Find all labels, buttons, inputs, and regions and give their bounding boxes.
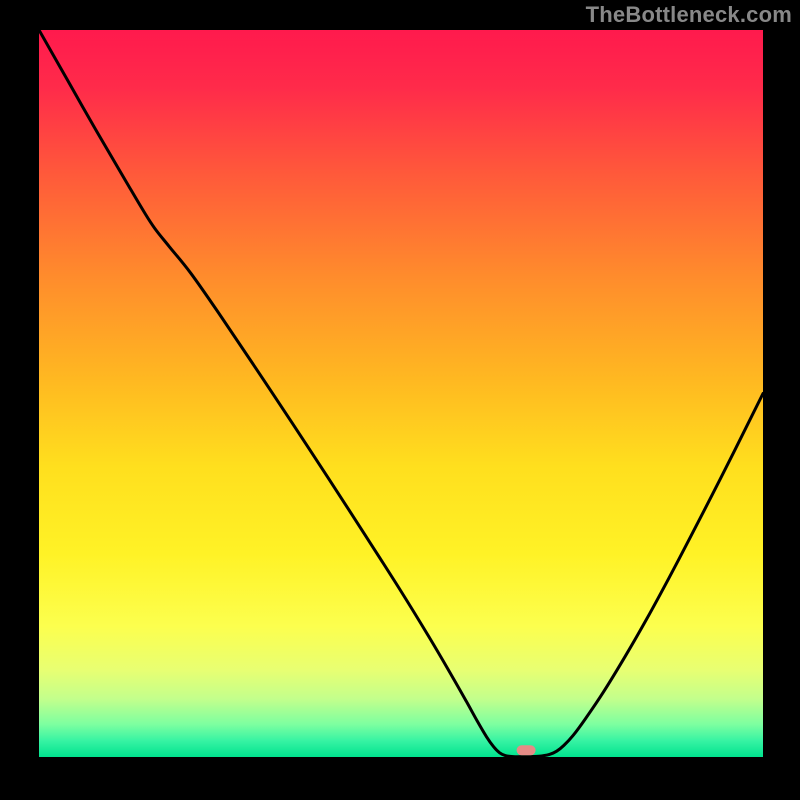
stage: TheBottleneck.com [0, 0, 800, 800]
optimum-marker [517, 746, 536, 755]
bottleneck-curve [39, 30, 763, 757]
watermark-text: TheBottleneck.com [586, 2, 792, 28]
plot-area [39, 30, 763, 757]
